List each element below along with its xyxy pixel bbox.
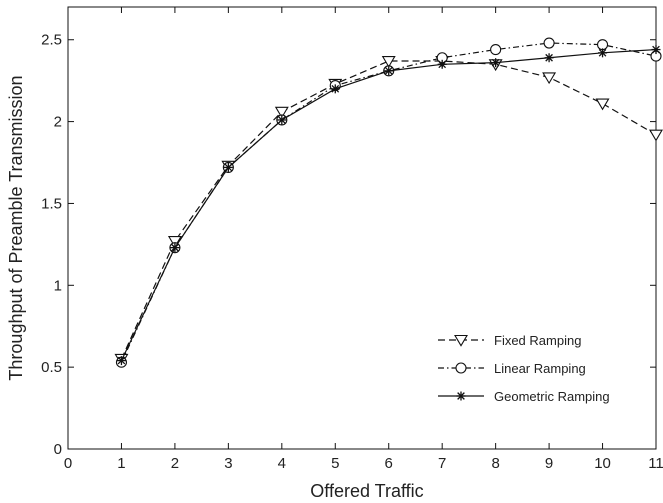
data-point-fixed-ramping — [381, 55, 396, 68]
data-point-geometric-ramping — [544, 53, 554, 63]
data-point-geometric-ramping — [170, 243, 180, 253]
y-tick-label: 2 — [54, 114, 62, 131]
data-point-geometric-ramping — [651, 45, 661, 55]
x-tick-label: 8 — [491, 455, 499, 472]
series-fixed-ramping — [114, 55, 663, 366]
data-point-geometric-ramping — [223, 162, 233, 172]
data-point-geometric-ramping — [277, 115, 287, 125]
series-line-geometric-ramping — [120, 48, 657, 361]
legend-entry-linear-ramping: Linear Ramping — [438, 361, 586, 376]
y-axis-label: Throughput of Preamble Transmission — [6, 75, 26, 380]
y-tick-label: 0 — [54, 441, 62, 458]
data-point-geometric-ramping — [384, 66, 394, 76]
y-tick-label: 1 — [54, 277, 62, 294]
y-tick-label: 2.5 — [41, 32, 62, 49]
x-tick-label: 7 — [438, 455, 446, 472]
data-point-geometric-ramping — [598, 48, 608, 58]
x-tick-label: 10 — [594, 455, 611, 472]
data-point-geometric-ramping — [330, 84, 340, 94]
x-tick-label: 2 — [171, 455, 179, 472]
data-point-fixed-ramping — [595, 98, 610, 111]
legend-entry-fixed-ramping: Fixed Ramping — [438, 333, 581, 348]
legend-entry-geometric-ramping: Geometric Ramping — [438, 389, 610, 404]
legend-label: Linear Ramping — [494, 361, 586, 376]
legend-marker — [456, 391, 466, 401]
y-tick-label: 0.5 — [41, 359, 62, 376]
series-linear-ramping — [115, 37, 662, 368]
data-point-fixed-ramping — [167, 236, 182, 248]
data-point-linear-ramping — [490, 44, 502, 56]
series-line-fixed-ramping — [120, 60, 657, 360]
data-point-geometric-ramping — [491, 58, 501, 68]
legend: Fixed Ramping Linear Ramping Geometric Ram… — [438, 333, 610, 404]
x-tick-label: 3 — [224, 455, 232, 472]
data-point-fixed-ramping — [542, 72, 557, 85]
data-point-linear-ramping — [543, 37, 555, 49]
x-tick-label: 5 — [331, 455, 339, 472]
x-tick-label: 9 — [545, 455, 553, 472]
x-tick-label: 1 — [117, 455, 125, 472]
legend-marker — [455, 362, 467, 374]
x-axis-label: Offered Traffic — [310, 481, 423, 501]
data-point-geometric-ramping — [116, 356, 126, 366]
x-tick-label: 11 — [648, 455, 663, 472]
legend-label: Geometric Ramping — [494, 389, 610, 404]
y-tick-label: 1.5 — [41, 195, 62, 212]
x-tick-label: 0 — [64, 455, 72, 472]
series-geometric-ramping — [116, 45, 661, 366]
legend-marker — [454, 334, 468, 347]
data-point-fixed-ramping — [649, 129, 663, 142]
x-tick-label: 6 — [385, 455, 393, 472]
x-tick-label: 4 — [278, 455, 286, 472]
data-point-fixed-ramping — [274, 106, 289, 119]
legend-label: Fixed Ramping — [494, 333, 581, 348]
data-point-geometric-ramping — [437, 59, 447, 69]
plot-area-frame — [67, 6, 657, 450]
data-point-linear-ramping — [596, 39, 609, 51]
